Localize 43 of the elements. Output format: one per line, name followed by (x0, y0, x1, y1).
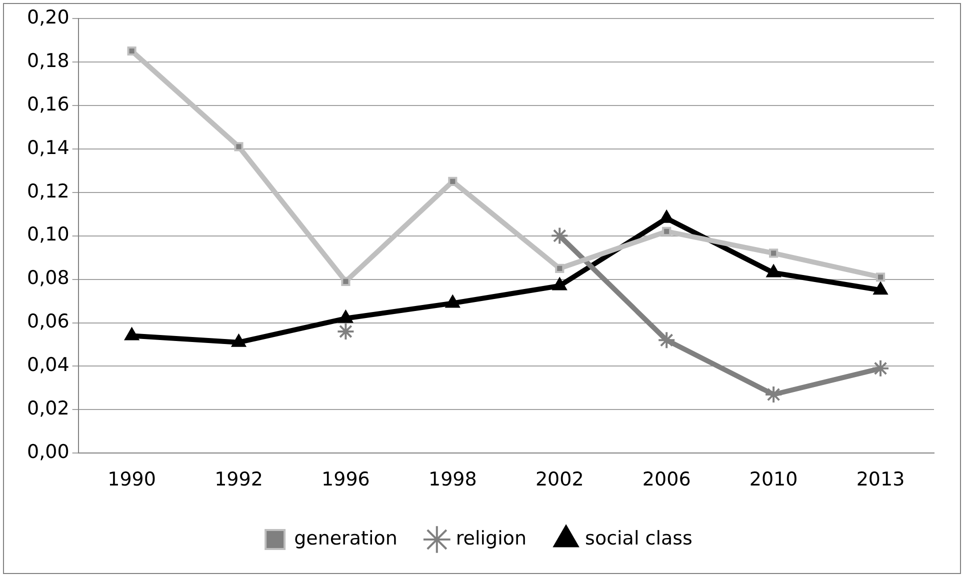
y-tick-label: 0,16 (26, 93, 70, 116)
x-tick-label: 2002 (535, 468, 584, 491)
y-tick-label: 0,00 (26, 441, 70, 464)
point (764, 386, 783, 404)
y-tick-label: 0,20 (26, 6, 70, 28)
point (232, 334, 246, 347)
y-tick-label: 0,12 (26, 180, 70, 202)
y-tick-label: 0,06 (26, 310, 70, 333)
point (124, 328, 139, 340)
point (766, 264, 781, 278)
point (769, 248, 778, 258)
point (552, 278, 567, 290)
x-tick-label: 2006 (642, 468, 691, 491)
x-tick-label: 1998 (428, 468, 477, 491)
point (448, 176, 458, 186)
point (555, 264, 564, 273)
y-tick-label: 0,08 (26, 267, 70, 290)
point (872, 359, 890, 378)
point (658, 331, 676, 350)
point (336, 322, 355, 340)
point (127, 46, 136, 56)
x-tick-label: 2010 (749, 468, 798, 491)
x-tick-label: 2013 (856, 468, 905, 491)
x-tick-label: 1992 (214, 468, 263, 491)
point (234, 142, 244, 152)
point (662, 226, 672, 236)
y-tick-label: 0,10 (26, 224, 70, 246)
point (341, 276, 350, 286)
x-tick-label: 1990 (108, 468, 156, 491)
point (338, 310, 353, 323)
y-tick-label: 0,14 (26, 136, 70, 159)
point (446, 295, 460, 308)
legend-label: social class (585, 527, 692, 550)
point (660, 210, 674, 223)
legend-label: religion (456, 527, 527, 550)
legend-label: generation (294, 527, 398, 550)
y-tick-label: 0,04 (26, 354, 70, 376)
point (876, 272, 886, 282)
point (550, 226, 569, 245)
point (873, 282, 888, 295)
y-tick-label: 0,02 (26, 398, 70, 420)
x-tick-label: 1996 (322, 468, 370, 491)
y-tick-label: 0,18 (26, 50, 70, 72)
